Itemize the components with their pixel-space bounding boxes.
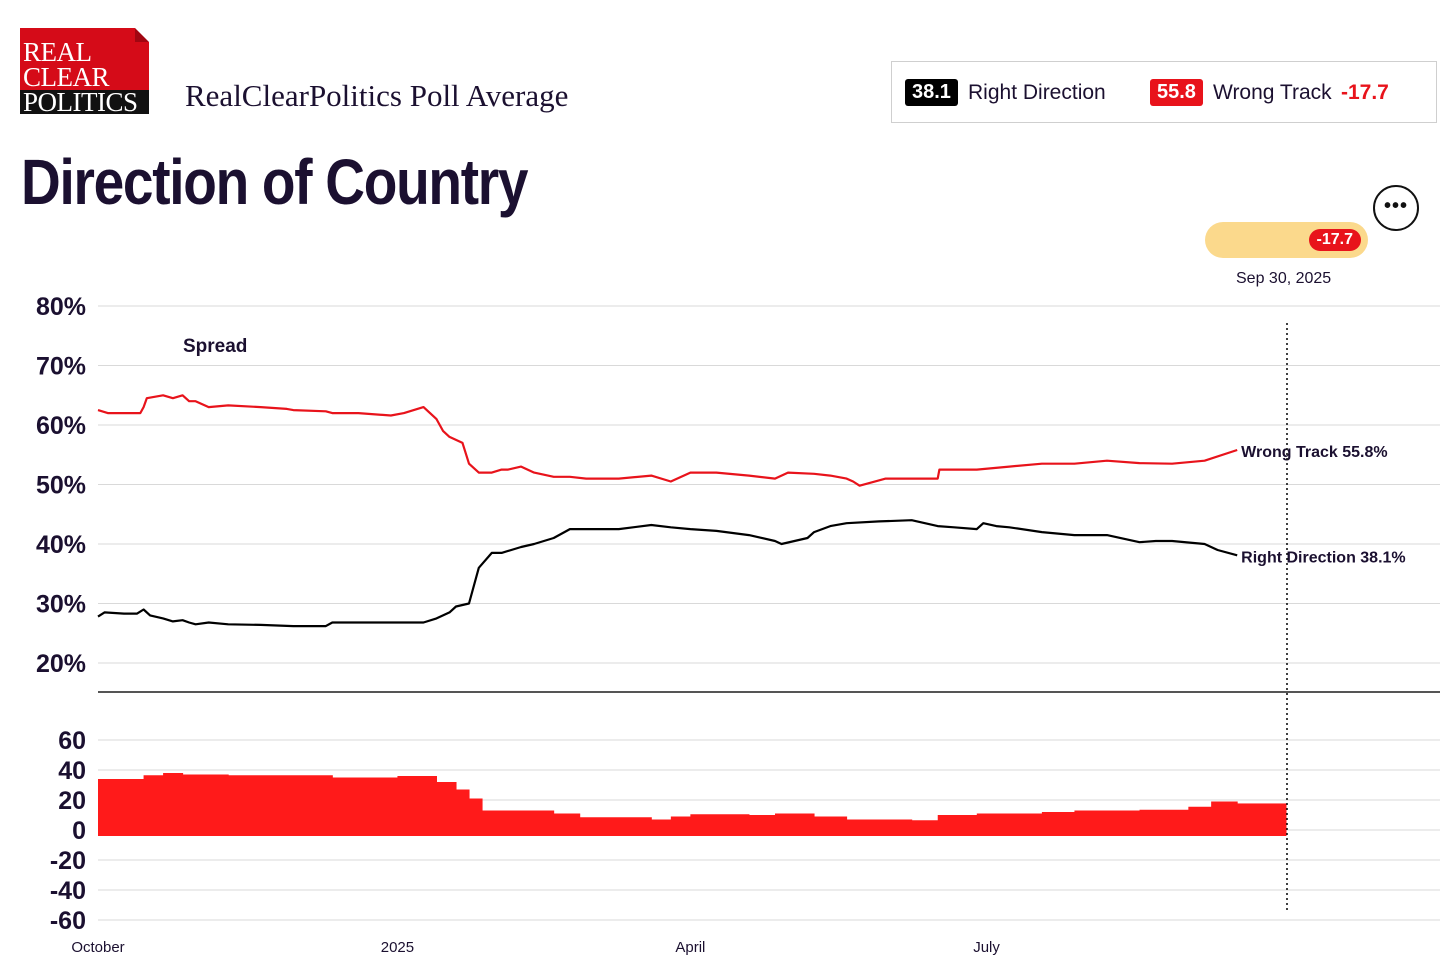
y-tick-label: 0 — [72, 817, 86, 845]
x-tick-label: 2025 — [381, 939, 414, 956]
spread-bar — [98, 779, 145, 836]
x-tick-label: October — [71, 939, 124, 956]
spread-bar — [436, 782, 457, 836]
spread-bar — [332, 777, 398, 836]
more-options-button[interactable]: ••• — [1373, 185, 1419, 231]
page-title: Direction of Country — [21, 146, 529, 218]
spread-bar — [690, 814, 750, 836]
y-tick-label: 80% — [36, 293, 86, 321]
spread-bar — [814, 816, 848, 836]
spread-bar — [976, 813, 1043, 836]
spread-bar — [469, 798, 483, 836]
spread-bar — [456, 789, 470, 836]
spread-bar — [651, 819, 672, 836]
spread-hover-pill: -17.7 — [1205, 222, 1368, 258]
right-direction-end-label: Right Direction 38.1% — [1241, 549, 1405, 566]
y-tick-label: 60% — [36, 412, 86, 440]
legend-summary: 38.1 Right Direction 55.8 Wrong Track -1… — [891, 61, 1437, 123]
y-tick-label: 30% — [36, 591, 86, 619]
x-tick-label: April — [675, 939, 705, 956]
right-direction-value-badge: 38.1 — [905, 79, 958, 106]
page-subtitle: RealClearPolitics Poll Average — [185, 78, 569, 113]
spread-bar — [670, 816, 691, 836]
right-direction-line — [97, 519, 1238, 628]
y-tick-label: 70% — [36, 353, 86, 381]
ellipsis-icon: ••• — [1383, 195, 1408, 217]
y-tick-label: 20% — [36, 650, 86, 678]
spread-bar — [1041, 812, 1075, 836]
spread-bar — [1139, 809, 1189, 836]
y-tick-label: -60 — [50, 907, 86, 935]
spread-bar — [748, 815, 776, 836]
wrong-track-end-label: Wrong Track 55.8% — [1241, 444, 1387, 461]
spread-bar — [579, 817, 652, 836]
y-tick-label: 40% — [36, 531, 86, 559]
logo-text-clear: CLEAR — [23, 62, 110, 92]
rcp-logo: REAL CLEAR POLITICS — [20, 28, 149, 116]
logo-page-fold — [135, 28, 149, 42]
wrong-track-line — [97, 394, 1238, 487]
right-direction-legend-label: Right Direction — [968, 81, 1106, 104]
y-tick-label: -40 — [50, 877, 86, 905]
wrong-track-legend-label: Wrong Track — [1213, 81, 1332, 104]
spread-bar — [482, 810, 555, 836]
spread-bar — [1188, 806, 1212, 836]
y-tick-label: 20 — [58, 787, 86, 815]
spread-bar — [553, 813, 581, 836]
x-tick-label: July — [973, 939, 1000, 956]
spread-bar — [163, 773, 184, 836]
spread-legend-value: -17.7 — [1341, 81, 1389, 104]
logo-text-politics: POLITICS — [20, 89, 149, 116]
logo-text-real: REAL — [23, 37, 92, 67]
y-tick-label: 40 — [58, 757, 86, 785]
spread-bar — [937, 815, 978, 836]
spread-bar — [911, 820, 939, 836]
y-tick-label: -20 — [50, 847, 86, 875]
spread-bar — [397, 776, 437, 836]
y-tick-label: 60 — [58, 727, 86, 755]
spread-bar — [1237, 803, 1287, 836]
hover-date-label: Sep 30, 2025 — [1236, 270, 1332, 287]
spread-hover-value: -17.7 — [1308, 229, 1361, 251]
wrong-track-value-badge: 55.8 — [1150, 79, 1203, 106]
spread-bar — [774, 813, 815, 836]
spread-bar — [1211, 801, 1238, 836]
spread-bar — [846, 819, 913, 836]
spread-bar — [228, 775, 333, 836]
spread-bar — [1074, 810, 1141, 836]
spread-annotation: Spread — [183, 336, 247, 357]
spread-bar — [143, 775, 164, 836]
chart-area[interactable]: 80% 70% 60% 50% 40% 30% 20% Spread 6040200-20-40… — [0, 290, 1456, 970]
y-tick-label: 50% — [36, 472, 86, 500]
spread-bar — [182, 774, 229, 836]
